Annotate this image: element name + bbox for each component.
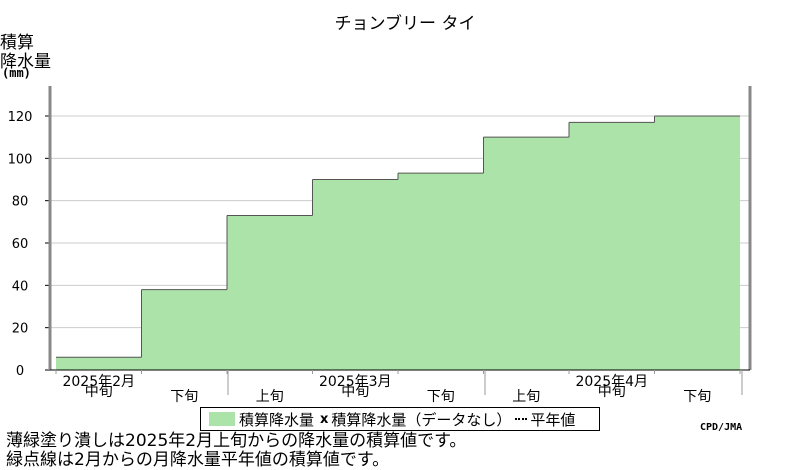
x-period-label: 上旬: [256, 389, 284, 405]
y-axis-label-line2: 降水量: [0, 52, 51, 72]
legend-label-accumulated: 積算降水量: [239, 410, 315, 429]
bar: [654, 116, 740, 370]
y-tick-labels: 0 20 40 60 80 100 120: [8, 110, 33, 379]
x-period-label: 下旬: [683, 389, 711, 405]
x-month-label: 2025年2月: [62, 374, 135, 390]
x-period-label: 上旬: [512, 389, 540, 405]
bar: [141, 289, 227, 370]
legend-swatch-accumulated: [209, 412, 235, 426]
bar: [569, 122, 655, 370]
x-period-label: 中旬: [341, 384, 369, 400]
bar: [483, 137, 569, 370]
y-tick-label: 60: [12, 237, 29, 252]
y-tick-label: 100: [8, 152, 33, 167]
y-tick-label: 20: [12, 322, 29, 337]
y-tick-label: 40: [12, 279, 29, 294]
chart-title: チョンブリー タイ: [335, 13, 476, 34]
x-period-label: 下旬: [170, 389, 198, 405]
bar: [312, 179, 398, 370]
credit-label: CPD/JMA: [700, 422, 742, 433]
y-axis-unit: (mm): [2, 66, 31, 80]
y-tick-label: 80: [12, 195, 29, 210]
legend-label-no-data: 積算降水量（データなし）: [331, 410, 512, 429]
legend-marker-no-data: x: [320, 411, 329, 427]
bar: [56, 357, 142, 370]
footnote-dotted-line: 緑点線は2月からの月降水量平年値の積算値です。: [6, 450, 390, 470]
legend-line-normal: [515, 418, 528, 420]
bars: [56, 115, 740, 370]
footnote-fill: 薄緑塗り潰しは2025年2月上旬からの降水量の積算値です。: [6, 431, 467, 451]
x-tick-labels: 中旬 下旬 上旬 中旬 下旬 上旬 中旬 下旬 2025年2月 2025年3月 2025年4月: [62, 374, 711, 405]
x-month-label: 2025年4月: [575, 374, 648, 390]
bar: [398, 173, 484, 370]
bar: [227, 215, 313, 370]
legend-label-normal: 平年値: [530, 410, 576, 429]
y-tick-label: 0: [16, 364, 24, 379]
y-axis-label-line1: 積算: [0, 33, 34, 53]
axes: [45, 86, 752, 395]
legend: 積算降水量 x 積算降水量（データなし） 平年値: [200, 407, 600, 431]
x-period-label: 中旬: [598, 384, 626, 400]
y-tick-label: 120: [8, 110, 33, 125]
x-month-label: 2025年3月: [319, 374, 392, 390]
x-period-label: 下旬: [427, 389, 455, 405]
x-period-label: 中旬: [85, 384, 113, 400]
